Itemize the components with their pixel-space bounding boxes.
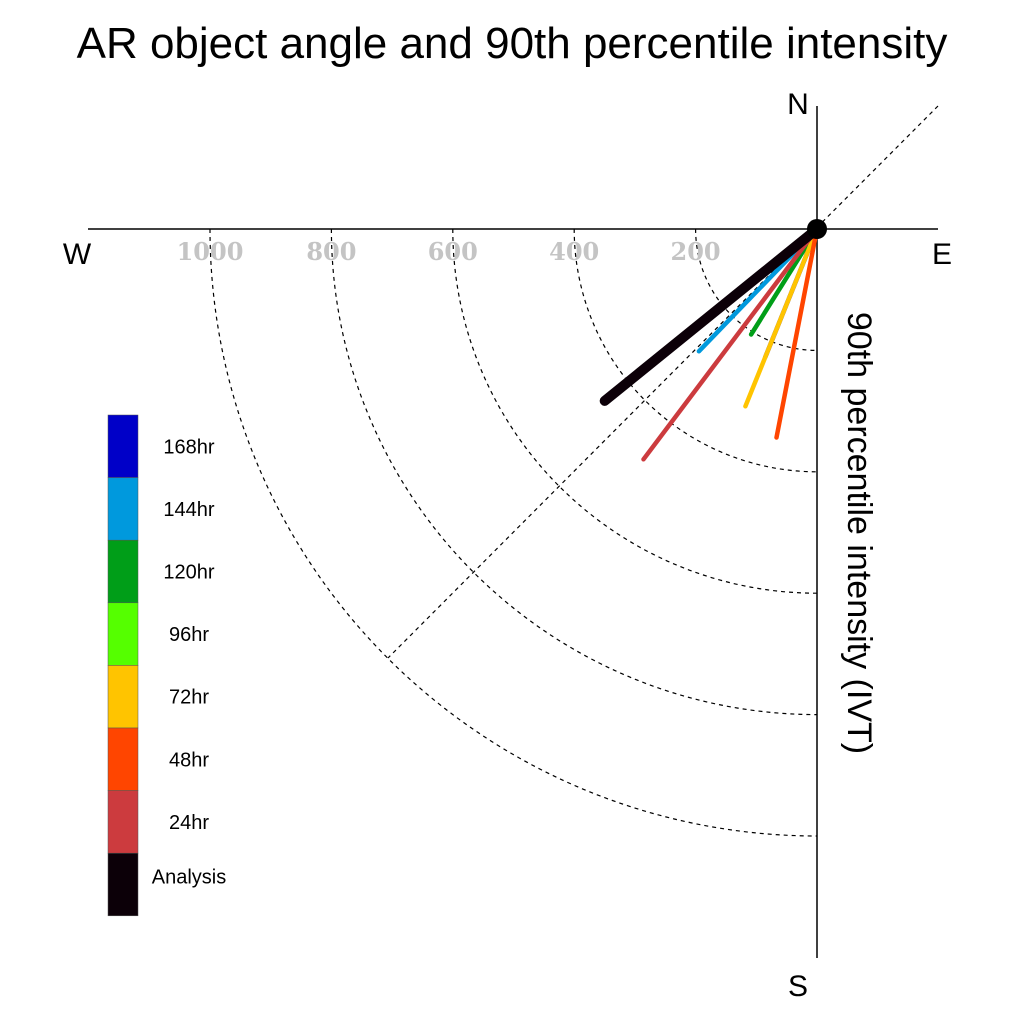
tick-label: 200 xyxy=(671,237,721,266)
chart-title: AR object angle and 90th percentile inte… xyxy=(77,19,948,68)
radial-tick-labels: 1000 800 600 400 200 xyxy=(177,237,721,266)
legend-swatch-analysis xyxy=(107,852,139,917)
radial-grid xyxy=(209,228,818,837)
legend-swatch-24hr xyxy=(107,790,139,854)
legend-label: 48hr xyxy=(169,749,209,771)
vector-series xyxy=(599,224,822,462)
legend-swatch-168hr xyxy=(107,414,139,478)
diagonal-guide xyxy=(387,105,939,659)
tick-label: 1000 xyxy=(177,237,244,266)
legend-swatch-144hr xyxy=(107,477,139,541)
legend-label: 168hr xyxy=(163,436,214,458)
origin-marker xyxy=(807,219,827,239)
vector-72hr xyxy=(743,226,820,409)
radial-ring-200 xyxy=(695,228,818,351)
legend-label: 24hr xyxy=(169,812,209,834)
legend-label: 72hr xyxy=(169,687,209,709)
west-label: W xyxy=(63,238,92,271)
radial-ring-1000 xyxy=(209,228,818,837)
south-label: S xyxy=(788,970,808,1003)
legend-swatch-96hr xyxy=(107,602,139,666)
legend-label: 144hr xyxy=(163,499,214,521)
legend-swatch-72hr xyxy=(107,665,139,729)
y-axis-label: 90th percentile intensity (IVT) xyxy=(840,312,878,754)
tick-label: 600 xyxy=(428,237,478,266)
north-label: N xyxy=(787,88,809,121)
legend: 168hr 144hr 120hr 96hr 72hr 48hr 24hr Analysis xyxy=(107,414,226,917)
east-label: E xyxy=(932,238,952,271)
tick-label: 400 xyxy=(549,237,599,266)
legend-swatch-48hr xyxy=(107,727,139,791)
legend-label: 120hr xyxy=(163,562,214,584)
legend-label: 96hr xyxy=(169,624,209,646)
tick-label: 800 xyxy=(306,237,356,266)
vector-24hr xyxy=(641,226,820,462)
vector-analysis xyxy=(599,224,822,406)
legend-label: Analysis xyxy=(152,867,226,889)
vector-48hr xyxy=(774,226,820,440)
radial-ring-800 xyxy=(330,228,818,716)
legend-swatch-120hr xyxy=(107,539,139,604)
